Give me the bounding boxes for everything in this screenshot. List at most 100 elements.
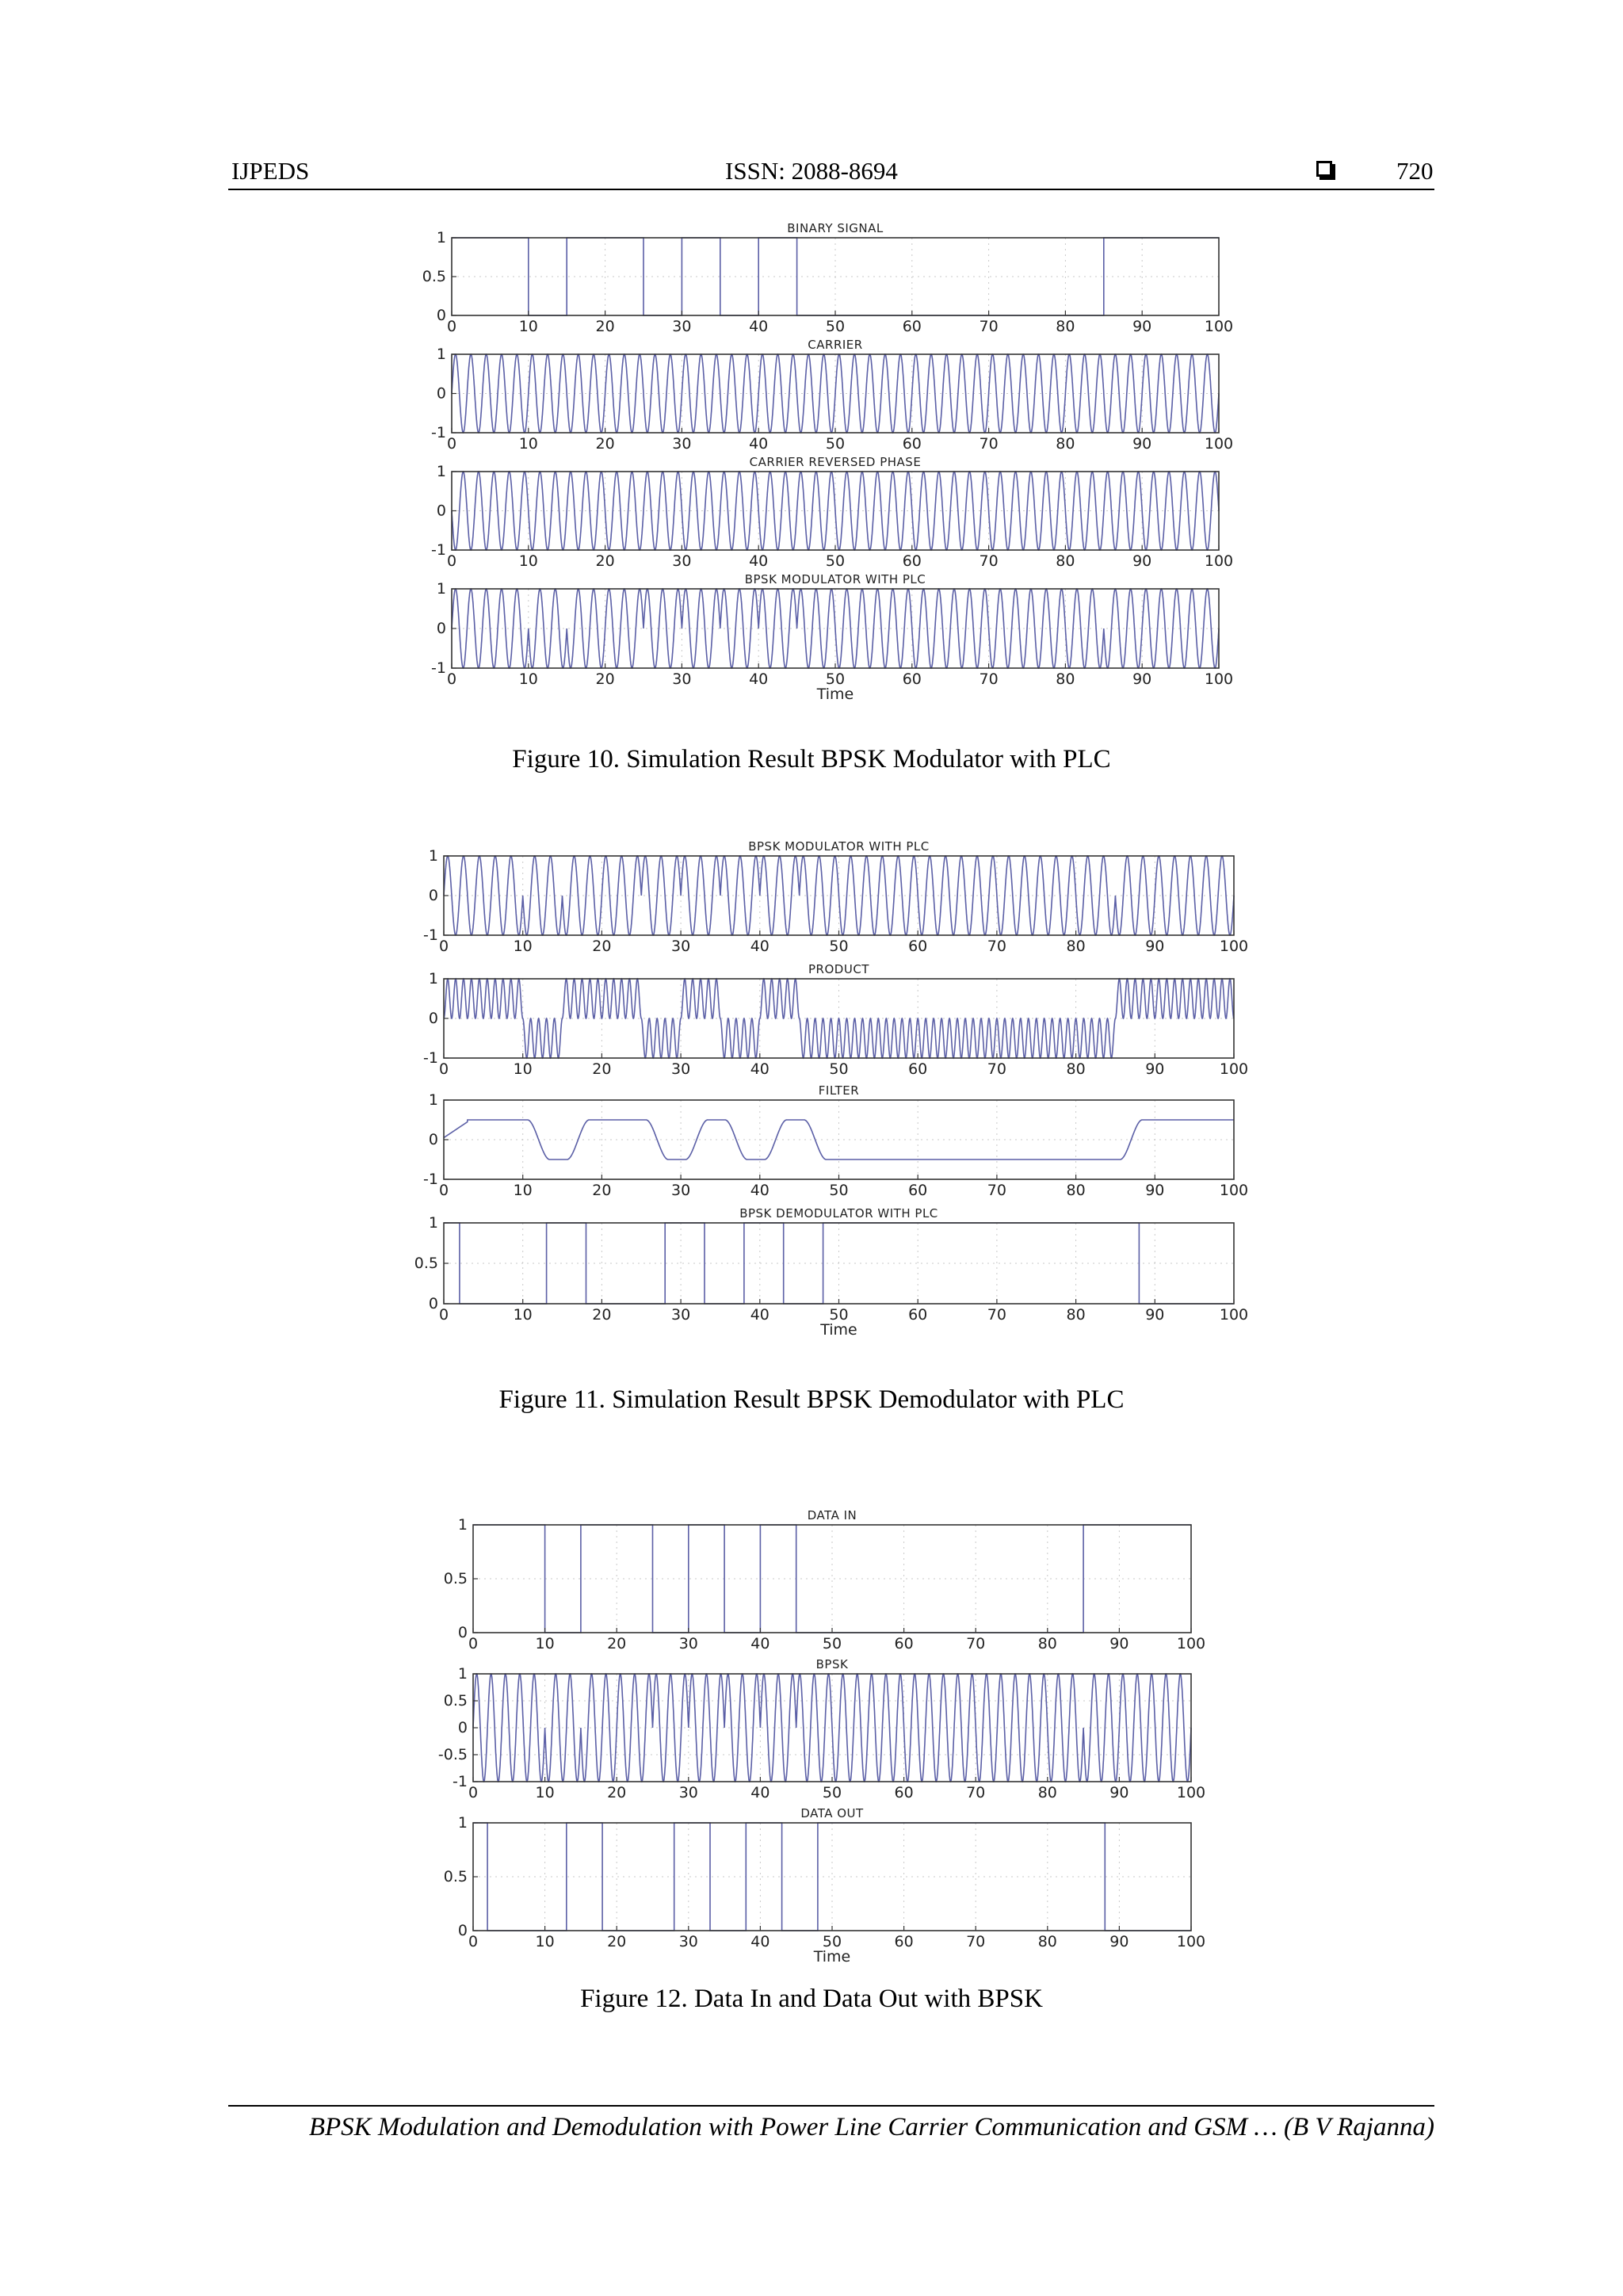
y-tick-label: 0 <box>458 1624 468 1641</box>
x-tick-label: 10 <box>514 938 533 955</box>
y-tick-label: 0 <box>437 307 446 324</box>
footer-rule <box>228 2105 1434 2107</box>
x-tick-label: 60 <box>908 1182 927 1199</box>
running-footer: BPSK Modulation and Demodulation with Po… <box>308 2113 1434 2141</box>
x-tick-label: 100 <box>1205 435 1233 453</box>
chart-title: FILTER <box>819 1083 859 1098</box>
x-tick-label: 40 <box>749 552 768 570</box>
series-line <box>443 854 1235 937</box>
x-tick-label: 90 <box>1132 670 1151 688</box>
header-rule <box>228 189 1434 190</box>
x-tick-label: 0 <box>439 1182 449 1199</box>
x-tick-label: 80 <box>1056 318 1075 335</box>
y-tick-label: 0 <box>429 1131 438 1148</box>
x-tick-label: 100 <box>1205 670 1233 688</box>
y-tick-label: -1 <box>431 659 446 677</box>
chart-panel-9: 0 10 20 30 40 50 60 70 80 90 100 0 0.5 1 DATA IN <box>444 1508 1205 1652</box>
y-tick-label: 0.5 <box>444 1570 468 1587</box>
x-tick-label: 10 <box>514 1182 533 1199</box>
page-box-icon <box>1316 161 1335 180</box>
x-tick-label: 80 <box>1067 1182 1086 1199</box>
x-tick-label: 40 <box>749 318 768 335</box>
x-tick-label: 70 <box>987 1060 1006 1078</box>
x-tick-label: 0 <box>439 1306 449 1324</box>
series-line <box>443 977 1235 1060</box>
x-tick-label: 0 <box>447 435 456 453</box>
x-tick-label: 20 <box>592 1306 611 1324</box>
x-tick-label: 60 <box>895 1635 914 1652</box>
series-line <box>451 470 1220 552</box>
chart-title: PRODUCT <box>808 962 869 976</box>
figure-10-caption: Figure 10. Simulation Result BPSK Modula… <box>512 745 1111 774</box>
chart-title: DATA OUT <box>800 1806 864 1820</box>
x-tick-label: 60 <box>908 1306 927 1324</box>
x-tick-label: 20 <box>607 1933 626 1950</box>
x-tick-label: 40 <box>750 1060 769 1078</box>
x-tick-label: 30 <box>679 1933 698 1950</box>
x-tick-label: 90 <box>1132 435 1151 453</box>
x-tick-label: 30 <box>672 435 691 453</box>
x-tick-label: 10 <box>536 1635 555 1652</box>
series-line <box>444 1222 1234 1305</box>
y-tick-label: -1 <box>423 1049 438 1067</box>
x-tick-label: 0 <box>447 318 456 335</box>
x-tick-label: 40 <box>749 435 768 453</box>
chart-title: DATA IN <box>808 1508 857 1522</box>
y-tick-label: 0.5 <box>444 1868 468 1885</box>
x-tick-label: 50 <box>829 1182 848 1199</box>
x-tick-label: 40 <box>750 1306 769 1324</box>
x-tick-label: 90 <box>1132 552 1151 570</box>
page-number: 720 <box>1396 157 1434 185</box>
x-tick-label: 30 <box>672 670 691 688</box>
y-tick-label: -1 <box>423 926 438 944</box>
chart-title: BPSK <box>816 1657 849 1671</box>
x-tick-label: 70 <box>987 1182 1006 1199</box>
x-tick-label: 20 <box>592 1182 611 1199</box>
chart-panel-11: 0 10 20 30 40 50 60 70 80 90 100 0 0.5 1 DATA OUT Time <box>444 1806 1205 1966</box>
x-tick-label: 30 <box>671 1182 690 1199</box>
x-tick-label: 0 <box>447 552 456 570</box>
chart-title: CARRIER <box>808 338 862 352</box>
y-tick-label: 0.5 <box>422 268 446 285</box>
x-tick-label: 30 <box>671 1060 690 1078</box>
x-tick-label: 40 <box>750 938 769 955</box>
y-tick-label: -1 <box>453 1773 468 1790</box>
chart-panel-10: 0 10 20 30 40 50 60 70 80 90 100 -1 -0.5 0 0.5 1 BPSK <box>438 1657 1205 1801</box>
x-tick-label: 40 <box>750 1784 769 1801</box>
x-tick-label: 10 <box>519 552 538 570</box>
x-tick-label: 30 <box>672 318 691 335</box>
x-axis-label: Time <box>816 686 854 703</box>
figure-12-caption: Figure 12. Data In and Data Out with BPS… <box>580 1985 1043 2013</box>
x-tick-label: 0 <box>468 1933 478 1950</box>
y-tick-label: -1 <box>431 424 446 441</box>
x-tick-label: 10 <box>519 435 538 453</box>
x-tick-label: 10 <box>519 318 538 335</box>
y-tick-label: -1 <box>431 541 446 559</box>
x-tick-label: 70 <box>980 552 999 570</box>
x-tick-label: 0 <box>468 1635 478 1652</box>
x-tick-label: 100 <box>1205 318 1233 335</box>
x-tick-label: 100 <box>1220 1306 1248 1324</box>
x-tick-label: 80 <box>1056 670 1075 688</box>
x-tick-label: 50 <box>823 1635 842 1652</box>
x-tick-label: 60 <box>895 1933 914 1950</box>
x-tick-label: 70 <box>980 670 999 688</box>
x-tick-label: 80 <box>1056 552 1075 570</box>
x-tick-label: 70 <box>980 435 999 453</box>
y-tick-label: 0 <box>429 1295 438 1312</box>
x-tick-label: 70 <box>987 1306 1006 1324</box>
y-tick-label: 0 <box>458 1922 468 1939</box>
x-tick-label: 50 <box>826 318 845 335</box>
y-tick-label: 1 <box>437 580 446 598</box>
issn: ISSN: 2088-8694 <box>725 157 898 185</box>
x-tick-label: 30 <box>671 1306 690 1324</box>
x-tick-label: 50 <box>826 670 845 688</box>
x-tick-label: 100 <box>1220 938 1248 955</box>
x-tick-label: 90 <box>1145 1306 1164 1324</box>
x-tick-label: 10 <box>514 1306 533 1324</box>
series-line <box>443 1119 1234 1160</box>
